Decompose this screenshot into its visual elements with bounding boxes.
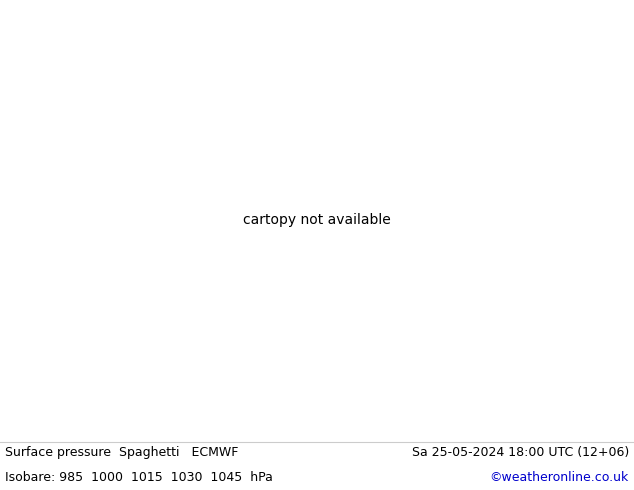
Text: Sa 25-05-2024 18:00 UTC (12+06): Sa 25-05-2024 18:00 UTC (12+06): [411, 446, 629, 459]
Text: cartopy not available: cartopy not available: [243, 213, 391, 227]
Text: Isobare: 985  1000  1015  1030  1045  hPa: Isobare: 985 1000 1015 1030 1045 hPa: [5, 471, 273, 484]
Text: Surface pressure  Spaghetti   ECMWF: Surface pressure Spaghetti ECMWF: [5, 446, 238, 459]
Text: ©weatheronline.co.uk: ©weatheronline.co.uk: [489, 471, 629, 484]
